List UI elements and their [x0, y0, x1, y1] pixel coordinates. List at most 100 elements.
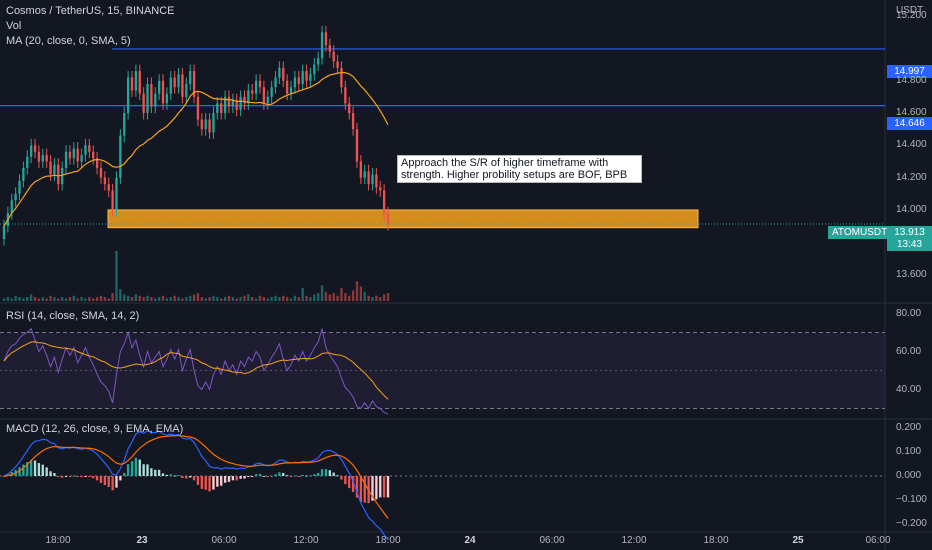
candle-body [107, 184, 110, 191]
time-tick-label: 25 [792, 535, 804, 546]
macd-histogram-bar [161, 473, 165, 476]
volume-bar [18, 297, 21, 301]
volume-bar [126, 295, 130, 301]
macd-histogram-bar [359, 476, 363, 503]
volume-bar [386, 293, 390, 301]
upper-level-tag: 14.997 [887, 65, 932, 78]
macd-histogram-bar [33, 460, 37, 476]
rsi-ma-line [3, 341, 389, 400]
volume-bar [107, 298, 110, 301]
volume-bar [22, 298, 25, 301]
ma-legend: MA (20, close, 0, SMA, 5) [6, 35, 131, 47]
annotation-note[interactable]: Approach the S/R of higher timeframe wit… [397, 155, 642, 183]
volume-bar [320, 285, 324, 301]
volume-bar [37, 298, 41, 301]
candle-body [348, 103, 351, 114]
candle-body [134, 71, 138, 91]
volume-bar [351, 290, 355, 301]
volume-bar [2, 298, 6, 301]
macd-histogram-bar [26, 462, 29, 476]
candle-body [126, 77, 130, 114]
candle-body [123, 113, 126, 136]
volume-bar [189, 295, 192, 301]
candle-body [351, 113, 355, 130]
macd-histogram-bar [266, 476, 269, 477]
macd-histogram-bar [18, 467, 21, 476]
time-tick-label: 18:00 [703, 535, 729, 546]
candle-body [33, 145, 37, 152]
volume-bar [247, 294, 250, 301]
candle-body [53, 164, 56, 175]
candle-body [161, 80, 165, 104]
macd-histogram-bar [227, 476, 231, 482]
volume-bar [72, 295, 75, 301]
volume-bar [332, 293, 335, 301]
macd-histogram-bar [278, 472, 281, 476]
candle-body [115, 177, 118, 210]
volume-bar [154, 298, 157, 301]
candle-body [142, 93, 145, 114]
macd-histogram-bar [41, 464, 44, 476]
rsi-legend: RSI (14, close, SMA, 14, 2) [6, 310, 140, 322]
macd-histogram-bar [251, 476, 254, 477]
volume-bar [68, 297, 72, 301]
macd-histogram-bar [189, 476, 192, 478]
volume-bar [371, 297, 374, 301]
candle-body [274, 77, 277, 88]
macd-histogram-bar [348, 476, 351, 489]
macd-histogram-bar [157, 469, 161, 476]
macd-histogram-bar [336, 475, 339, 477]
volume-bar [379, 297, 382, 301]
candle-body [355, 129, 359, 162]
volume-bar [138, 295, 141, 301]
candle-body [2, 226, 6, 240]
volume-bar [204, 298, 207, 301]
volume-bar [208, 297, 211, 301]
macd-histogram-bar [208, 476, 211, 492]
macd-histogram-bar [37, 463, 41, 476]
candle-body [10, 200, 13, 214]
macd-histogram-bar [328, 470, 331, 476]
macd-histogram-bar [386, 476, 390, 498]
candle-body [177, 74, 180, 88]
volume-bar [336, 295, 339, 301]
macd-histogram-bar [293, 475, 297, 477]
macd-histogram-bar [200, 476, 203, 489]
candle-body [270, 87, 273, 97]
volume-bar [84, 298, 87, 301]
macd-histogram-bar [154, 469, 157, 476]
volume-bar [328, 294, 331, 301]
macd-histogram-bar [169, 474, 172, 476]
macd-histogram-bar [150, 468, 153, 476]
volume-bar [150, 297, 153, 301]
time-tick-label: 06:00 [865, 535, 891, 546]
price-tick-label: 14.800 [896, 74, 927, 86]
candle-body [99, 167, 103, 178]
candle-body [266, 96, 269, 104]
macd-histogram-bar [247, 476, 250, 477]
volume-bar [278, 297, 281, 301]
candle-body [340, 67, 343, 88]
volume-bar [49, 295, 52, 301]
macd-histogram-bar [305, 475, 308, 477]
volume-bar [45, 298, 48, 301]
macd-histogram-bar [2, 476, 6, 477]
macd-histogram-bar [270, 475, 273, 477]
volume-bar [270, 297, 273, 301]
candle-body [157, 80, 161, 94]
macd-histogram-bar [340, 476, 343, 480]
volume-bar [254, 298, 258, 301]
candle-body [258, 80, 262, 88]
volume-bar [29, 294, 33, 301]
candle-body [45, 155, 48, 162]
macd-histogram-bar [123, 472, 126, 476]
candle-body [92, 151, 95, 159]
candle-body [247, 90, 250, 104]
candle-body [95, 158, 99, 168]
candle-body [386, 213, 390, 224]
candle-body [84, 145, 87, 156]
volume-bar [324, 291, 328, 301]
macd-histogram-bar [243, 476, 246, 479]
volume-bar [285, 297, 289, 301]
